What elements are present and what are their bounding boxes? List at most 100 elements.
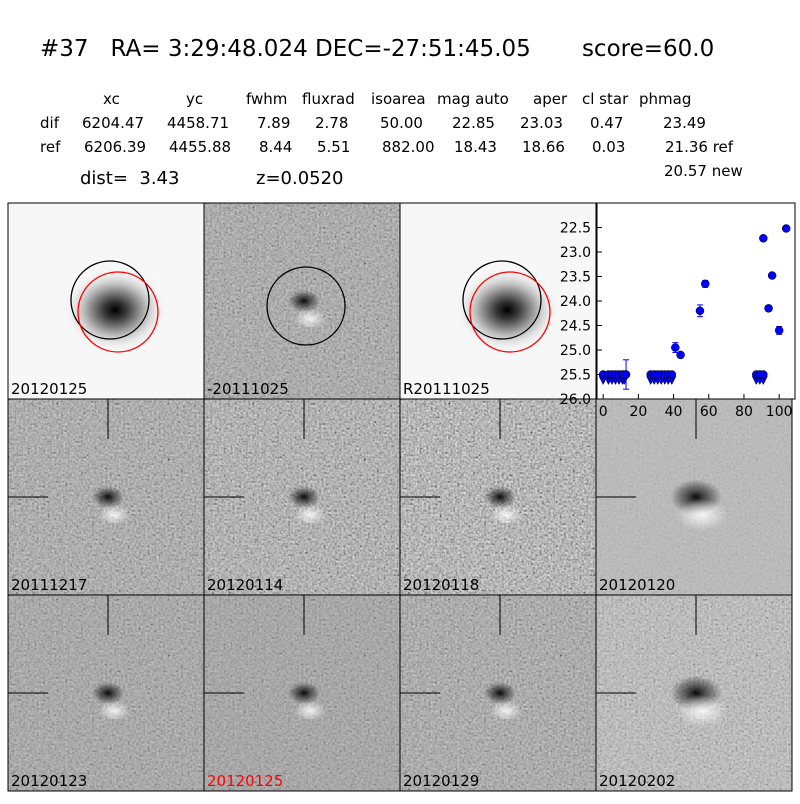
image-panel: 20120129 [399,594,597,792]
panel-label: 20120123 [11,772,87,790]
image-panel: 20120120 [595,398,793,596]
point [620,370,629,379]
aperture [469,271,551,353]
table-cell: 4455.88 [169,138,231,156]
table-header: aper [533,90,568,108]
plot-area [596,202,796,400]
point [676,350,685,360]
panel-label: -20111025 [207,380,289,398]
panel-label: 20120125 [11,380,87,398]
image-panel: 20120202 [595,594,793,792]
distance: dist= 3.43 [80,168,179,189]
y-tick-label: 23.0 [560,245,591,261]
table-cell: 23.49 [663,114,706,132]
table-cell: 0.47 [590,114,623,132]
point [700,279,710,289]
redshift: z=0.0520 [256,168,344,189]
panel-label: 20120202 [599,772,675,790]
table-cell: 6206.39 [84,138,146,156]
source-light [294,505,326,525]
table-cell: 50.00 [380,114,423,132]
table-cell: 8.44 [259,138,292,156]
x-tick-label: 100 [766,404,793,420]
table-header: cl star [582,90,629,108]
table-cell: 2.78 [315,114,348,132]
panel-label: 20120129 [403,772,479,790]
source-dark [484,486,516,508]
image-panel: 20120125 [203,594,401,792]
source-light [98,505,130,525]
x-tick-label: 40 [665,404,683,420]
table-header: yc [186,90,203,108]
panel-label: 20120125 [207,772,283,790]
panel-label: 20111217 [11,576,87,594]
source-light [294,309,326,329]
table-cell: 7.89 [257,114,290,132]
image-panel: 20120125 [7,202,205,400]
table-cell: ref [40,138,61,156]
y-tick-label: 25.5 [560,368,591,384]
source-dark [92,486,124,508]
table-cell: 21.36 ref [665,138,734,156]
source-light [676,499,728,531]
table-cell: 4458.71 [167,114,229,132]
panel-label: 20120118 [403,576,479,594]
source-dark [484,682,516,704]
image-panel: R20111025 [399,202,597,400]
image-panel: 20120114 [203,398,401,596]
table-cell: 18.66 [522,138,565,156]
aperture [77,271,159,353]
table-cell: 18.43 [454,138,497,156]
table-cell: dif [40,114,60,132]
source-dark [288,682,320,704]
table-header: fwhm [246,90,287,108]
point [767,271,777,280]
point [695,306,705,316]
point [764,304,773,313]
table-cell: 23.03 [520,114,563,132]
source-dark [92,682,124,704]
y-tick-label: 25.0 [560,343,591,359]
table-cell: 5.51 [317,138,350,156]
aperture [462,260,542,340]
table-cell: 6204.47 [82,114,144,132]
source-light [294,701,326,721]
panel-label: 20120120 [599,576,675,594]
table-cell: 0.03 [592,138,625,156]
panel-border [595,594,793,792]
x-tick-label: 0 [599,404,608,420]
point [671,343,680,352]
image-panel: -20111025 [203,202,401,400]
source-light [490,505,522,525]
aperture [266,266,346,346]
point [759,234,768,243]
x-tick-label: 20 [629,404,647,420]
table-cell: 882.00 [382,138,435,156]
image-panel: 20120118 [399,398,597,596]
table-cell: 22.85 [452,114,495,132]
source-light [98,701,130,721]
galaxy [63,268,167,352]
x-tick-label: 60 [700,404,718,420]
point [759,370,768,379]
source-light [490,701,522,721]
y-tick-label: 23.5 [560,270,591,286]
y-tick-label: 24.0 [560,294,591,310]
y-tick-label: 26.0 [560,392,591,408]
source-dark [288,290,320,312]
table-extra: 20.57 new [664,162,743,180]
table-header: isoarea [371,90,426,108]
source-light [676,695,728,727]
galaxy [455,268,559,352]
point [667,370,677,379]
panel-label: R20111025 [403,380,490,398]
table-header: phmag [639,90,691,108]
table-header: xc [103,90,120,108]
x-tick-label: 80 [735,404,753,420]
header-title: #37 RA= 3:29:48.024 DEC=-27:51:45.05 sco… [40,36,714,62]
y-tick-label: 24.5 [560,319,591,335]
point [781,224,791,233]
y-tick-label: 22.5 [560,221,591,237]
table-header: mag auto [437,90,509,108]
